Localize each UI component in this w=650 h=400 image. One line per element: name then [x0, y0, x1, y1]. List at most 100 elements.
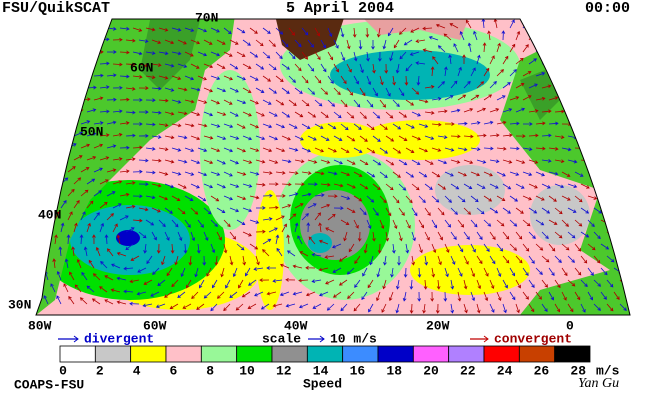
- wind-arrow: [463, 279, 468, 290]
- wind-arrow: [548, 24, 559, 29]
- wind-arrow: [385, 207, 392, 217]
- wind-arrow: [437, 81, 445, 89]
- wind-arrow: [415, 39, 426, 43]
- wind-arrow: [457, 219, 465, 228]
- wind-arrow: [574, 195, 583, 203]
- wind-arrow: [535, 195, 545, 201]
- wind-arrow: [626, 291, 630, 300]
- wind-arrow: [119, 50, 130, 55]
- wind-arrow: [129, 301, 140, 306]
- wind-arrow: [151, 39, 162, 45]
- wind-arrow: [470, 121, 481, 125]
- wind-arrow: [409, 279, 414, 290]
- wind-arrow: [593, 255, 601, 264]
- colorbar-swatch: [236, 345, 273, 363]
- wind-arrow: [626, 99, 630, 104]
- wind-arrow: [79, 297, 88, 305]
- wind-arrow: [554, 279, 561, 289]
- wind-arrow: [554, 59, 564, 65]
- wind-arrow: [281, 159, 292, 164]
- wind-arrow: [405, 63, 413, 72]
- wind-arrow: [411, 111, 421, 117]
- wind-arrow: [528, 279, 535, 289]
- wind-arrow: [343, 231, 348, 242]
- wind-arrow: [301, 213, 309, 221]
- wind-arrow: [41, 119, 51, 125]
- wind-arrow: [67, 188, 75, 197]
- wind-arrow: [248, 279, 257, 286]
- wind-arrow: [369, 255, 374, 266]
- wind-arrow: [307, 87, 316, 95]
- wind-arrow: [359, 183, 369, 190]
- wind-arrow: [535, 121, 546, 126]
- wind-arrow: [613, 243, 622, 250]
- wind-arrow: [548, 219, 558, 225]
- wind-arrow: [606, 255, 615, 263]
- wind-arrow: [541, 35, 552, 41]
- wind-arrow: [379, 99, 387, 108]
- wind-arrow: [463, 207, 472, 215]
- wind-arrow: [346, 63, 352, 73]
- wind-arrow: [541, 159, 552, 163]
- wind-arrow: [548, 171, 559, 176]
- wind-arrow: [288, 147, 299, 152]
- wind-arrow: [138, 207, 149, 212]
- wind-arrow: [301, 75, 309, 84]
- wind-arrow: [242, 39, 251, 46]
- wind-arrow: [47, 131, 57, 137]
- wind-arrow: [99, 133, 110, 138]
- wind-arrow: [253, 267, 264, 271]
- wind-arrow: [164, 231, 170, 241]
- wind-arrow: [580, 86, 591, 91]
- wind-arrow: [86, 156, 97, 161]
- wind-arrow: [606, 39, 617, 44]
- wind-arrow: [294, 222, 299, 233]
- wind-arrow: [54, 96, 65, 101]
- wind-arrow: [216, 291, 225, 299]
- wind-arrow: [463, 80, 471, 89]
- wind-arrow: [56, 270, 62, 281]
- wind-arrow: [554, 207, 563, 215]
- wind-arrow: [587, 98, 598, 103]
- wind-arrow: [171, 99, 182, 104]
- wind-arrow: [156, 243, 161, 254]
- wind-arrow: [431, 219, 438, 229]
- wind-arrow: [171, 171, 182, 176]
- wind-arrow: [496, 243, 504, 252]
- wind-arrow: [142, 303, 153, 308]
- wind-arrow: [515, 107, 526, 113]
- header-left: FSU/QuikSCAT: [2, 0, 110, 17]
- wind-arrow: [247, 303, 257, 309]
- wind-arrow: [393, 39, 400, 49]
- wind-arrow: [515, 255, 523, 264]
- wind-arrow: [95, 246, 101, 257]
- wind-arrow: [375, 291, 381, 302]
- wind-arrow: [47, 154, 57, 161]
- wind-arrow: [619, 111, 630, 116]
- colorbar-label: 24: [497, 363, 513, 378]
- wind-arrow: [366, 123, 375, 131]
- colorbar-swatch: [165, 345, 202, 363]
- wind-arrow: [535, 219, 545, 226]
- wind-arrow: [171, 27, 182, 32]
- wind-arrow: [431, 267, 436, 278]
- wind-arrow: [306, 222, 311, 233]
- wind-arrow: [522, 219, 531, 227]
- wind-arrow: [184, 27, 195, 32]
- wind-arrow: [574, 72, 585, 77]
- wind-arrow: [515, 83, 525, 89]
- wind-arrow: [171, 147, 182, 152]
- wind-arrow: [463, 107, 474, 113]
- wind-arrow: [119, 145, 130, 150]
- wind-arrow: [106, 73, 117, 78]
- wind-arrow: [587, 243, 596, 251]
- wind-arrow: [223, 303, 231, 312]
- wind-arrow: [190, 63, 200, 69]
- wind-arrow: [54, 165, 63, 173]
- wind-arrow: [164, 183, 175, 189]
- wind-arrow: [249, 123, 259, 129]
- wind-arrow: [333, 63, 339, 73]
- wind-arrow: [210, 243, 216, 254]
- wind-arrow: [177, 39, 187, 45]
- wind-arrow: [554, 84, 565, 89]
